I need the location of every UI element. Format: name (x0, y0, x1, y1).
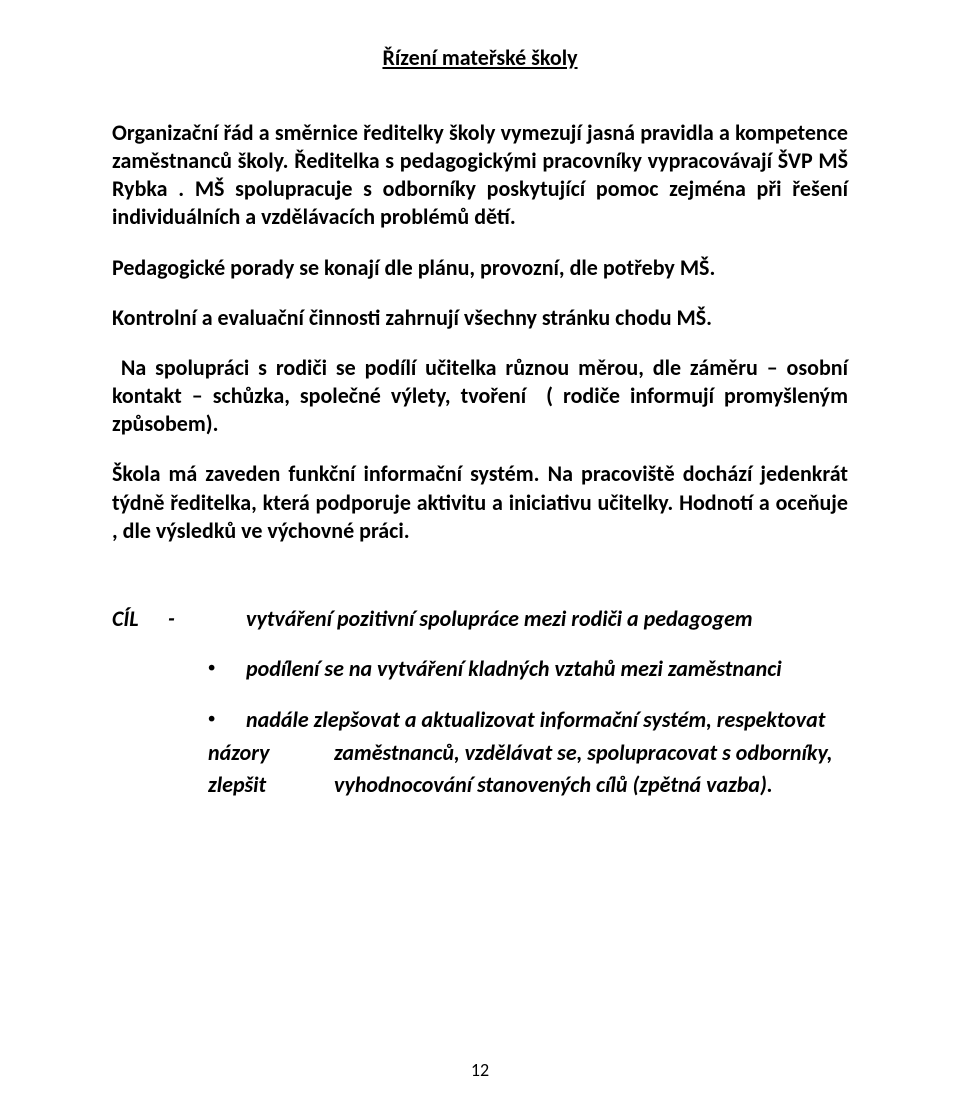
indent-row-1: názory zaměstnanců, vzdělávat se, spolup… (112, 739, 848, 768)
page-title: Řízení mateřské školy (112, 44, 848, 71)
indent-label-1: názory (208, 739, 334, 768)
document-page: Řízení mateřské školy Organizační řád a … (0, 0, 960, 1105)
bullet-dot-icon: ● (208, 655, 246, 684)
paragraph-1: Organizační řád a směrnice ředitelky ško… (112, 119, 848, 232)
bullet-2-text: nadále zlepšovat a aktualizovat informač… (246, 706, 848, 735)
indent-label-2: zlepšit (208, 771, 334, 800)
indent-text-2: vyhodnocování stanovených cílů (zpětná v… (334, 771, 848, 800)
paragraph-5: Škola má zaveden funkční informační syst… (112, 460, 848, 544)
bullet-dot-icon: ● (208, 706, 246, 735)
cil-row: CÍL - vytváření pozitivní spolupráce mez… (112, 605, 848, 634)
indent-row-2: zlepšit vyhodnocování stanovených cílů (… (112, 771, 848, 800)
cil-dash: - (168, 605, 246, 634)
paragraph-4: Na spolupráci s rodiči se podílí učitelk… (112, 354, 848, 438)
bullet-1-text: podílení se na vytváření kladných vztahů… (246, 655, 848, 684)
cil-text: vytváření pozitivní spolupráce mezi rodi… (246, 605, 848, 634)
indent-text-1: zaměstnanců, vzdělávat se, spolupracovat… (334, 739, 848, 768)
paragraph-3: Kontrolní a evaluační činnosti zahrnují … (112, 304, 848, 332)
bullet-1: ● podílení se na vytváření kladných vzta… (112, 655, 848, 684)
page-number: 12 (0, 1059, 960, 1081)
bullet-2: ● nadále zlepšovat a aktualizovat inform… (112, 706, 848, 735)
cil-label: CÍL (112, 605, 168, 634)
paragraph-2: Pedagogické porady se konají dle plánu, … (112, 254, 848, 282)
